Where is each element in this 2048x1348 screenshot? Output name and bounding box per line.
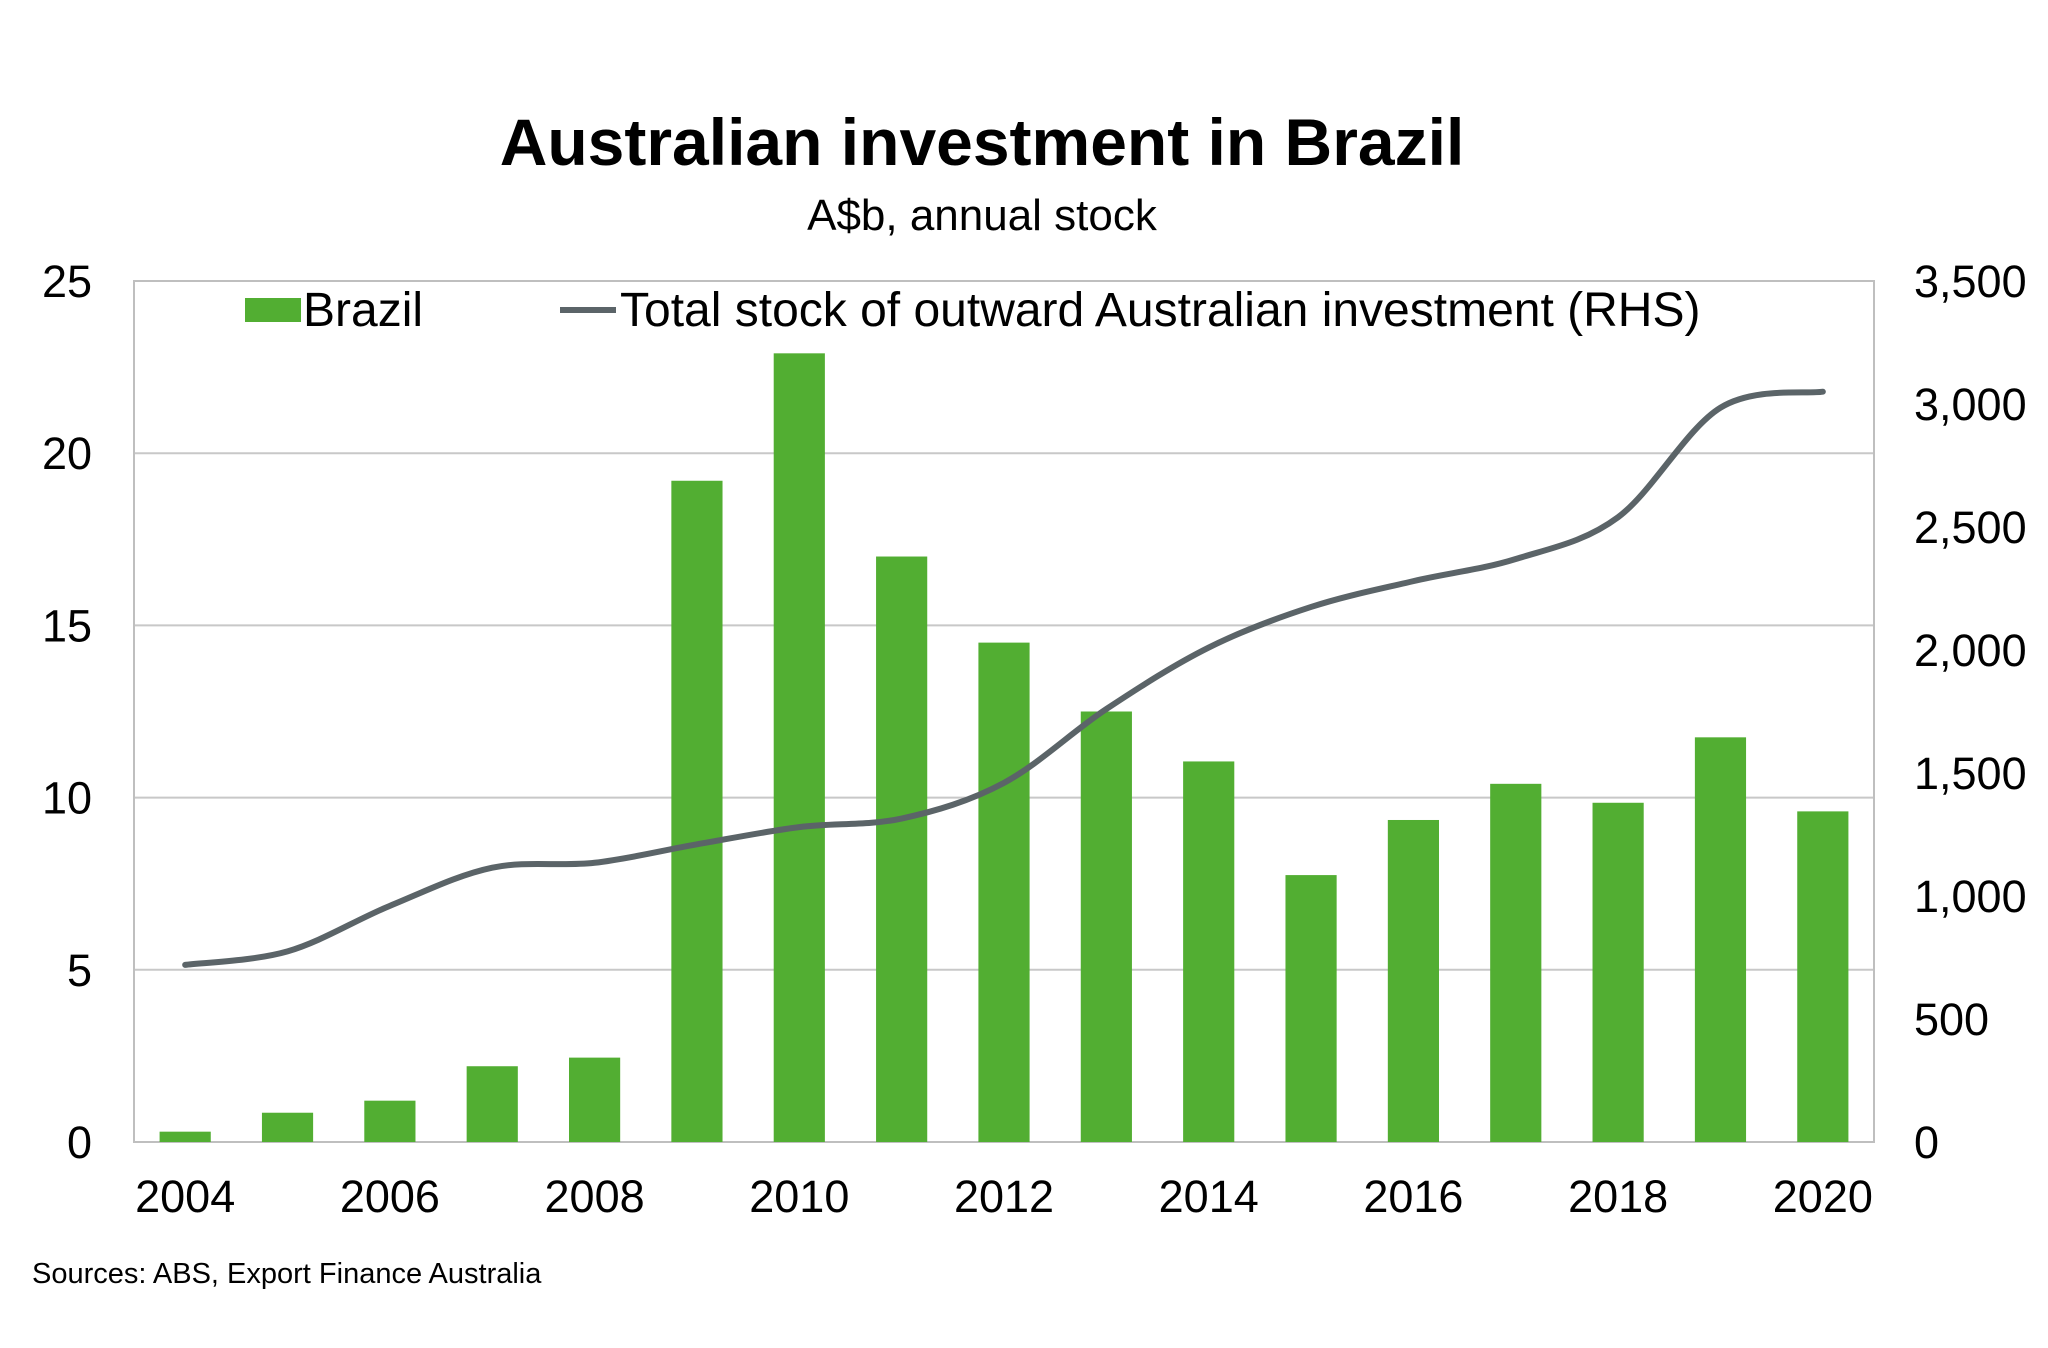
y-right-tick-label: 0: [1914, 1117, 1939, 1168]
bar-2017: [1490, 783, 1542, 1142]
bar-2018: [1592, 802, 1644, 1142]
line-series-total-outward-investment: [182, 388, 1826, 968]
y-right-tick-label: 2,000: [1914, 625, 2027, 676]
x-tick-label: 2006: [340, 1171, 440, 1222]
y-right-tick-label: 2,500: [1914, 502, 2027, 553]
bar-2020: [1797, 811, 1849, 1142]
y-left-tick-label: 10: [42, 773, 92, 824]
x-axis: 2004 2006 2008 2010 2012 2014 2016 2018 2020: [135, 1171, 1873, 1222]
bar-2013: [1080, 711, 1132, 1142]
source-note: Sources: ABS, Export Finance Australia: [32, 1258, 542, 1290]
y-right-tick-label: 500: [1914, 994, 1989, 1045]
bar-2004: [159, 1131, 211, 1142]
y-axis-right: 0 500 1,000 1,500 2,000 2,500 3,000 3,500: [1914, 256, 2027, 1168]
y-right-tick-label: 3,000: [1914, 379, 2027, 430]
bar-2008: [569, 1057, 621, 1142]
y-left-tick-label: 15: [42, 600, 92, 651]
bar-2006: [364, 1100, 416, 1142]
bar-2005: [261, 1112, 314, 1142]
x-tick-label: 2016: [1363, 1171, 1463, 1222]
bar-2009: [671, 480, 723, 1142]
bar-2012: [978, 642, 1030, 1142]
bar-2010: [773, 353, 825, 1143]
y-left-tick-label: 20: [42, 428, 92, 479]
y-left-tick-label: 5: [67, 945, 92, 996]
legend: Brazil Total stock of outward Australian…: [245, 284, 1700, 337]
y-right-tick-label: 1,500: [1914, 748, 2027, 799]
bar-series-brazil: [159, 353, 1849, 1143]
legend-label-brazil: Brazil: [303, 284, 423, 337]
bar-2015: [1285, 875, 1337, 1142]
x-tick-label: 2010: [749, 1171, 849, 1222]
x-tick-label: 2020: [1773, 1171, 1873, 1222]
x-tick-label: 2014: [1159, 1171, 1259, 1222]
y-left-tick-label: 25: [42, 256, 92, 307]
bar-2014: [1183, 761, 1235, 1142]
y-right-tick-label: 3,500: [1914, 256, 2027, 307]
x-tick-label: 2018: [1568, 1171, 1668, 1222]
y-left-tick-label: 0: [67, 1117, 92, 1168]
legend-label-total: Total stock of outward Australian invest…: [620, 284, 1700, 337]
chart-subtitle: A$b, annual stock: [807, 191, 1158, 240]
bar-2019: [1694, 737, 1747, 1142]
y-axis-left: 0 5 10 15 20 25: [42, 256, 92, 1168]
legend-swatch-brazil: [245, 298, 301, 322]
bar-2007: [466, 1066, 518, 1142]
bar-2011: [876, 556, 928, 1142]
chart-title: Australian investment in Brazil: [500, 105, 1465, 179]
x-tick-label: 2008: [545, 1171, 645, 1222]
bar-2016: [1387, 819, 1439, 1142]
x-tick-label: 2004: [135, 1171, 235, 1222]
y-right-tick-label: 1,000: [1914, 871, 2027, 922]
x-tick-label: 2012: [954, 1171, 1054, 1222]
